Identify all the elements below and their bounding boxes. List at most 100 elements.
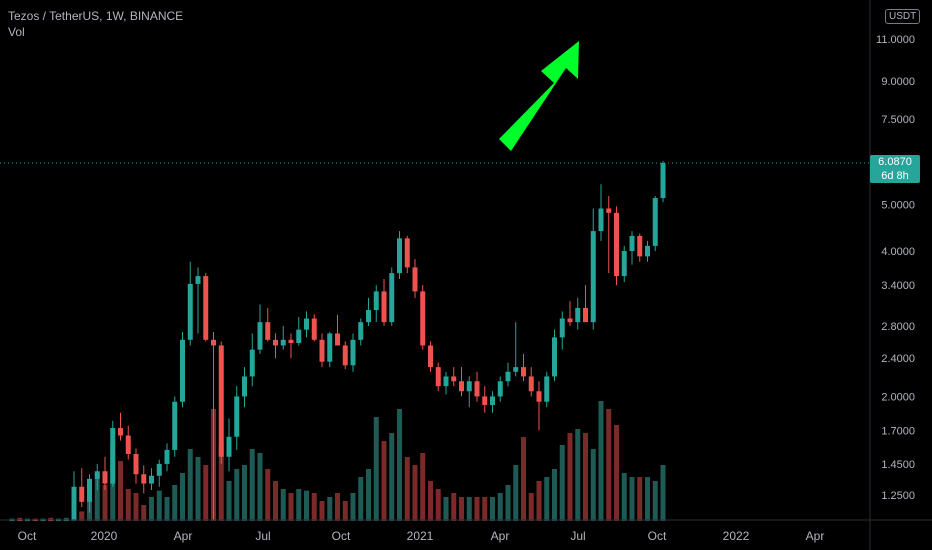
volume-bar <box>180 473 185 521</box>
volume-bar <box>428 481 433 521</box>
symbol-title[interactable]: Tezos / TetherUS, 1W, BINANCE <box>8 9 184 23</box>
candle-body <box>304 318 309 330</box>
volume-bar <box>660 465 666 521</box>
currency-badge[interactable]: USDT <box>885 9 921 24</box>
volume-bar <box>629 477 635 521</box>
volume-bar <box>48 517 54 521</box>
candle-body <box>327 333 333 362</box>
volume-bar <box>242 465 247 521</box>
candle-body <box>459 381 464 392</box>
price-tick-label: 1.4500 <box>881 459 915 471</box>
candle-body <box>381 291 387 323</box>
price-tick-label: 1.2500 <box>881 490 915 502</box>
volume-bar <box>342 501 348 521</box>
candle-body <box>412 267 418 292</box>
candle-body <box>513 367 519 372</box>
time-tick-label: Oct <box>648 529 667 543</box>
candle-body <box>180 339 185 402</box>
candle-body <box>645 245 650 257</box>
volume-bar <box>358 477 364 521</box>
time-axis[interactable]: Oct 2020 Apr Jul Oct 2021 Apr Jul Oct 2022 Apr <box>18 529 825 543</box>
price-tick-label: 2.4000 <box>881 353 915 365</box>
volume-indicator-label[interactable]: Vol <box>8 25 25 39</box>
volume-bar <box>466 497 472 521</box>
volume-bar <box>583 433 588 521</box>
volume-bar <box>327 497 333 521</box>
volume-bar <box>645 477 650 521</box>
volume-bar <box>79 511 85 521</box>
volume-bar <box>536 481 542 521</box>
volume-bar <box>497 493 503 521</box>
volume-bar <box>218 445 224 521</box>
volume-bar <box>490 497 495 521</box>
volume-bar <box>118 461 123 521</box>
volume-bar <box>435 489 441 521</box>
volume-bar <box>606 409 612 521</box>
candle-body <box>528 376 534 392</box>
volume-bar <box>567 433 573 521</box>
candle-body <box>118 428 123 436</box>
volume-bar <box>304 490 309 521</box>
volume-bar <box>156 490 162 521</box>
candle-body <box>404 238 410 268</box>
price-tick-label: 11.0000 <box>876 34 915 46</box>
candle-body <box>358 322 364 340</box>
price-tick-label: 5.0000 <box>881 199 915 211</box>
volume-bar <box>505 485 511 521</box>
time-tick-label: Jul <box>255 529 270 543</box>
volume-bar <box>552 469 557 521</box>
candle-body <box>335 333 340 346</box>
candle-body <box>420 291 426 346</box>
volume-bar <box>521 437 526 521</box>
candle-body <box>559 318 565 338</box>
candle-body <box>606 208 612 213</box>
candle-body <box>497 381 503 397</box>
candle-body <box>544 376 550 402</box>
volume-bar <box>559 445 565 521</box>
price-tick-label: 9.0000 <box>881 76 915 88</box>
candle-body <box>505 371 511 382</box>
candle-body <box>567 318 573 323</box>
volume-bar <box>273 481 278 521</box>
volume-bar <box>614 425 619 521</box>
volume-bar <box>443 497 449 521</box>
candle-body <box>451 376 457 382</box>
chart-legend: Tezos / TetherUS, 1W, BINANCE Vol <box>8 8 183 40</box>
volume-bar <box>652 481 658 521</box>
candle-body <box>435 367 441 387</box>
candle-body <box>342 345 348 366</box>
price-axis[interactable]: 11.0000 9.0000 7.5000 5.0000 4.0000 3.4000 2.8… <box>876 34 915 502</box>
candle-body <box>583 307 588 323</box>
volume-bar <box>187 449 193 521</box>
volume-bar <box>513 465 519 521</box>
candle-body <box>280 339 286 346</box>
candle-body <box>195 276 201 284</box>
candle-body <box>536 391 542 402</box>
candle-body <box>521 367 526 377</box>
candle-body <box>637 235 643 257</box>
candle-body <box>110 428 116 484</box>
candle-body <box>156 463 162 476</box>
candle-body <box>366 310 371 323</box>
volume-bar <box>172 485 178 521</box>
volume-bar <box>149 497 154 521</box>
candle-body <box>598 208 604 232</box>
volume-bar <box>420 453 426 521</box>
time-tick-label: Apr <box>806 529 825 543</box>
candle-body <box>490 396 495 405</box>
volume-bar <box>335 493 340 521</box>
price-tick-label: 1.7000 <box>881 426 915 438</box>
volume-bar <box>94 473 100 521</box>
volume-bar <box>621 473 627 521</box>
volume-bar <box>381 441 387 521</box>
candle-body <box>211 339 216 346</box>
candle-body <box>296 329 302 344</box>
volume-bar <box>637 477 643 521</box>
candle-body <box>71 486 77 520</box>
candle-body <box>443 376 449 387</box>
bar-countdown: 6d 8h <box>881 170 909 182</box>
candle-body <box>79 486 85 502</box>
volume-bar <box>366 469 371 521</box>
candle-body <box>203 276 209 340</box>
